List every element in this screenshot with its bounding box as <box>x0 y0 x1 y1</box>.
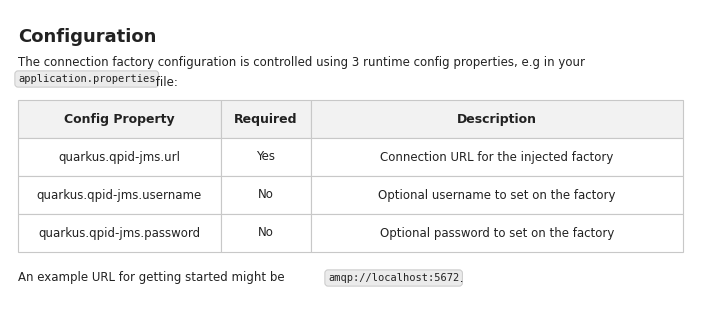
Text: No: No <box>258 227 273 240</box>
Text: Configuration: Configuration <box>18 28 156 46</box>
Text: Required: Required <box>234 112 297 125</box>
Bar <box>221 100 311 138</box>
Bar <box>311 138 683 176</box>
Text: quarkus.qpid-jms.username: quarkus.qpid-jms.username <box>36 189 202 202</box>
Text: file:: file: <box>152 76 178 89</box>
Text: Description: Description <box>457 112 537 125</box>
Bar <box>221 176 311 214</box>
Text: Connection URL for the injected factory: Connection URL for the injected factory <box>380 150 613 163</box>
Bar <box>311 214 683 252</box>
Text: Config Property: Config Property <box>64 112 175 125</box>
Text: application.properties: application.properties <box>18 74 156 84</box>
Text: amqp://localhost:5672: amqp://localhost:5672 <box>328 273 459 283</box>
Bar <box>311 100 683 138</box>
Text: .: . <box>456 271 463 284</box>
Bar <box>18 214 221 252</box>
Bar <box>221 138 311 176</box>
Text: Yes: Yes <box>256 150 275 163</box>
Bar <box>18 138 221 176</box>
Text: An example URL for getting started might be: An example URL for getting started might… <box>18 271 285 284</box>
Text: quarkus.qpid-jms.url: quarkus.qpid-jms.url <box>58 150 180 163</box>
Text: Optional password to set on the factory: Optional password to set on the factory <box>380 227 614 240</box>
Bar <box>221 214 311 252</box>
Bar <box>18 100 221 138</box>
Bar <box>18 176 221 214</box>
Bar <box>311 176 683 214</box>
Text: No: No <box>258 189 273 202</box>
Text: Optional username to set on the factory: Optional username to set on the factory <box>378 189 615 202</box>
Text: quarkus.qpid-jms.password: quarkus.qpid-jms.password <box>39 227 200 240</box>
Text: The connection factory configuration is controlled using 3 runtime config proper: The connection factory configuration is … <box>18 56 585 69</box>
